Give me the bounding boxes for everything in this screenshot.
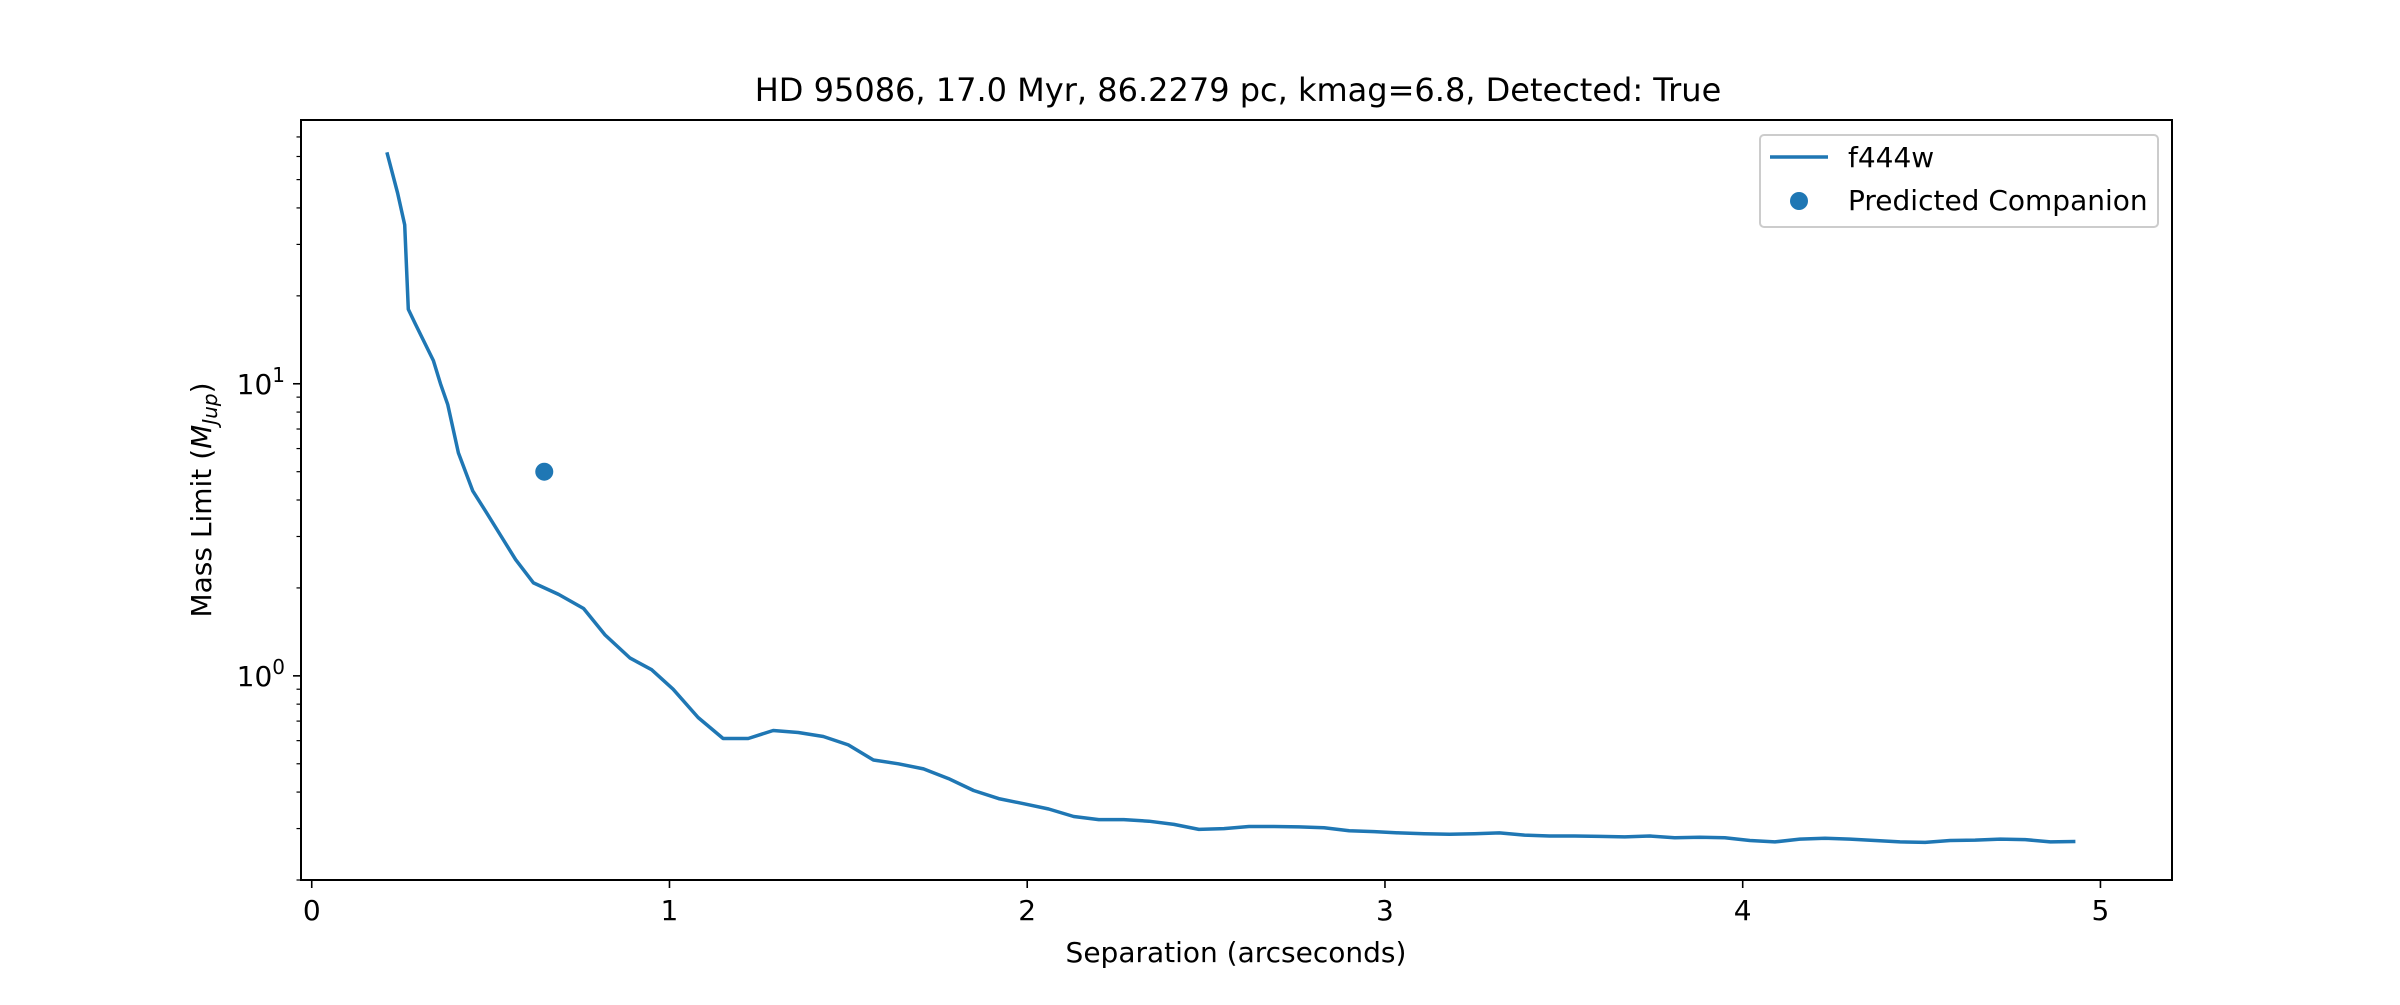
y-axis-label-symbol: M	[185, 425, 218, 449]
legend: f444w Predicted Companion	[1759, 134, 2159, 228]
x-axis-label: Separation (arcseconds)	[1066, 936, 1407, 969]
y-axis-label-subscript: Jup	[198, 393, 222, 428]
predicted-companion-point	[535, 462, 554, 481]
y-tick-label: 101	[237, 363, 285, 401]
y-axis-ticks: 100 101	[237, 136, 301, 881]
legend-label-predicted-companion: Predicted Companion	[1848, 184, 2148, 217]
legend-marker-swatch	[1790, 192, 1808, 210]
series-layer	[385, 151, 2076, 845]
x-tick-label: 2	[1018, 894, 1036, 927]
x-tick-label: 0	[303, 894, 321, 927]
legend-box	[1759, 134, 2159, 228]
y-axis-label-suffix: )	[185, 382, 218, 393]
y-axis-label: Mass Limit (MJup)	[185, 382, 222, 617]
x-tick-label: 3	[1376, 894, 1394, 927]
x-tick-label: 5	[2092, 894, 2110, 927]
series-line-f444w	[385, 151, 2076, 845]
y-axis-label-text: Mass Limit (	[185, 449, 218, 618]
y-tick-label: 100	[237, 655, 285, 693]
x-tick-label: 1	[661, 894, 679, 927]
chart-title: HD 95086, 17.0 Myr, 86.2279 pc, kmag=6.8…	[755, 71, 1722, 109]
legend-label-f444w: f444w	[1848, 141, 1934, 174]
plot-area: 0 1 2 3 4 5 100 101	[237, 119, 2173, 927]
x-tick-label: 4	[1734, 894, 1752, 927]
x-axis-ticks: 0 1 2 3 4 5	[303, 880, 2110, 927]
